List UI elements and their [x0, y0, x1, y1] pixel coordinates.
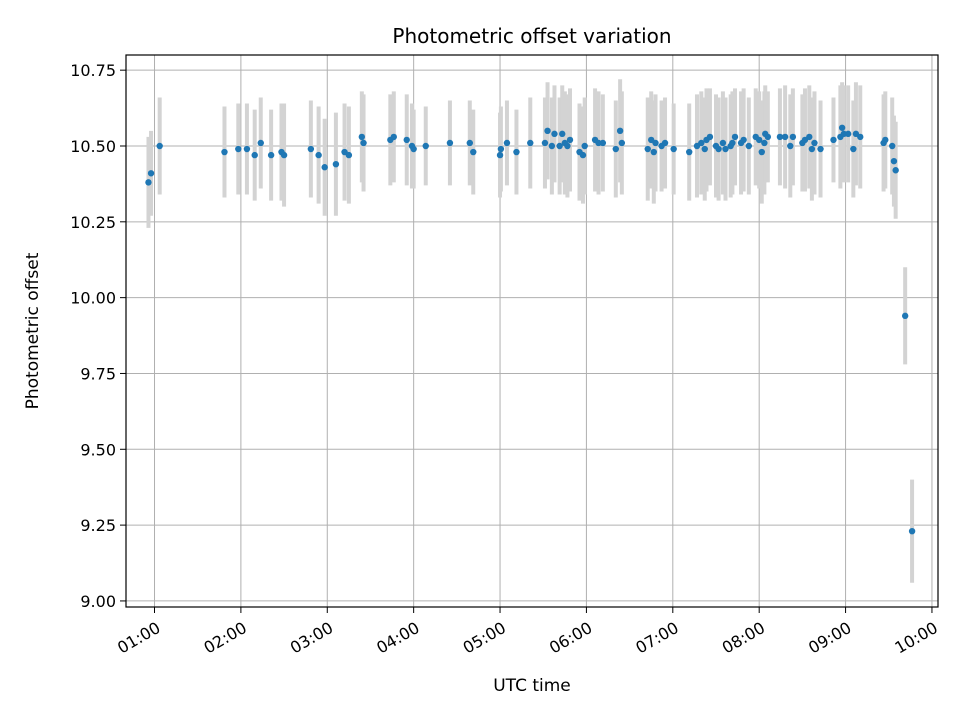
data-point	[722, 145, 729, 153]
data-point	[618, 139, 626, 147]
data-point	[267, 151, 275, 159]
data-point	[698, 139, 705, 147]
data-point	[307, 145, 315, 153]
data-point	[808, 145, 816, 153]
data-point	[280, 151, 288, 159]
data-point	[551, 130, 558, 138]
data-point	[360, 139, 367, 147]
data-point	[670, 145, 677, 153]
data-point	[789, 133, 797, 141]
data-point	[497, 145, 505, 153]
y-tick-label: 10.00	[70, 289, 116, 308]
data-point	[661, 139, 669, 147]
data-point	[857, 133, 864, 141]
data-point	[581, 142, 588, 150]
data-point	[686, 148, 693, 156]
data-point	[838, 124, 846, 131]
data-point	[644, 145, 651, 153]
data-point	[652, 139, 659, 147]
data-point	[758, 148, 765, 156]
data-point	[892, 167, 899, 174]
x-axis-title: UTC time	[493, 676, 571, 696]
data-point	[446, 139, 454, 147]
data-point	[740, 136, 747, 144]
data-point	[811, 139, 818, 147]
y-tick-label: 10.25	[70, 213, 116, 232]
data-point	[817, 145, 824, 153]
data-point	[556, 142, 563, 150]
data-point	[564, 142, 571, 150]
data-point	[787, 142, 794, 150]
data-point	[544, 127, 551, 135]
data-point	[844, 130, 852, 138]
data-point	[599, 139, 607, 147]
data-point	[221, 148, 228, 156]
data-point	[257, 139, 264, 147]
data-point	[156, 142, 163, 150]
data-points	[145, 124, 916, 535]
data-point	[145, 179, 152, 186]
data-point	[830, 136, 837, 144]
data-point	[882, 136, 889, 144]
data-point	[345, 151, 353, 159]
data-point	[403, 136, 410, 144]
data-point	[776, 133, 784, 141]
data-point	[422, 142, 429, 150]
data-point	[390, 133, 397, 141]
data-point	[527, 139, 534, 147]
data-point	[235, 145, 242, 153]
chart-title: Photometric offset variation	[392, 24, 671, 48]
data-point	[612, 145, 619, 153]
data-point	[321, 164, 328, 171]
data-point	[466, 139, 474, 147]
y-tick-label: 9.00	[80, 592, 116, 611]
data-point	[496, 151, 504, 159]
data-point	[908, 527, 916, 535]
data-point	[719, 139, 727, 147]
data-point	[548, 142, 556, 150]
y-tick-label: 9.75	[80, 364, 116, 383]
y-tick-label: 9.50	[80, 440, 116, 459]
y-tick-label: 10.50	[70, 137, 116, 156]
y-axis-ticks: 9.00 9.25 9.50 9.75 10.00 10.25 10.50 10.75	[70, 61, 126, 611]
data-point	[706, 133, 714, 141]
data-point	[889, 142, 896, 150]
data-point	[731, 133, 739, 141]
data-point	[781, 133, 789, 141]
data-point	[243, 145, 251, 153]
data-point	[715, 145, 722, 153]
data-point	[616, 127, 624, 135]
data-point	[315, 151, 322, 159]
data-point	[850, 145, 857, 153]
y-tick-label: 10.75	[70, 61, 116, 80]
data-point	[503, 139, 511, 147]
data-point	[650, 148, 657, 156]
data-point	[513, 148, 520, 156]
plot-frame	[125, 54, 939, 608]
data-point	[761, 139, 768, 147]
data-point	[755, 136, 763, 144]
data-point	[410, 145, 417, 153]
data-point	[358, 133, 366, 141]
data-point	[701, 145, 708, 153]
data-point	[579, 151, 587, 159]
data-point	[745, 142, 753, 150]
data-point	[890, 157, 898, 165]
data-point	[806, 133, 813, 141]
data-point	[764, 133, 772, 141]
y-tick-label: 9.25	[80, 516, 116, 535]
data-point	[559, 130, 566, 138]
data-point	[332, 160, 340, 168]
data-point	[251, 151, 258, 159]
data-point	[729, 139, 736, 147]
data-point	[147, 170, 155, 177]
data-point	[470, 148, 477, 156]
data-point	[901, 312, 909, 320]
data-point	[541, 139, 549, 147]
data-point	[566, 136, 574, 144]
y-axis-title: Photometric offset	[23, 252, 43, 409]
